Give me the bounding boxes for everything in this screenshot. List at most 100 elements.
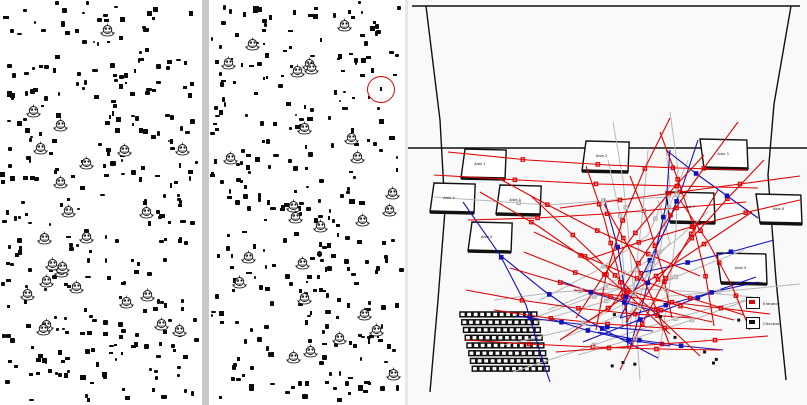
agent-sprite[interactable] [223, 151, 238, 165]
trajectory-node-marker[interactable] [592, 294, 597, 299]
trajectory-node-marker[interactable] [718, 305, 724, 311]
trajectory-node-marker[interactable] [545, 202, 550, 208]
grid-cell[interactable] [494, 350, 501, 357]
agent-sprite[interactable] [32, 141, 48, 155]
legend-item-checkout[interactable]: Checkout [746, 317, 781, 329]
trajectory-node-marker[interactable] [674, 183, 680, 189]
trajectory-node-marker[interactable] [636, 240, 642, 245]
grid-cell[interactable] [521, 357, 529, 365]
trajectory-node-marker[interactable] [737, 181, 743, 187]
trajectory-node-marker[interactable] [604, 324, 610, 330]
grid-cell[interactable] [478, 365, 485, 372]
trajectory-node-marker[interactable] [633, 267, 639, 273]
grid-cell[interactable] [472, 342, 480, 349]
trajectory-node-marker[interactable] [674, 192, 680, 198]
trajectory-node-marker[interactable] [570, 232, 576, 238]
agent-sprite[interactable] [304, 61, 320, 75]
agent-sprite[interactable] [26, 104, 42, 118]
agent-sprite[interactable] [382, 203, 397, 217]
grid-cell[interactable] [497, 365, 505, 372]
trajectory-node-marker[interactable] [512, 177, 518, 183]
trajectory-node-marker[interactable] [663, 302, 669, 308]
grid-cell[interactable] [530, 365, 537, 372]
trajectory-node-marker[interactable] [604, 298, 609, 304]
agent-sprite[interactable] [313, 219, 328, 233]
grid-cell[interactable] [484, 365, 492, 372]
trajectory-node-marker[interactable] [617, 213, 623, 219]
trajectory-node-marker[interactable] [678, 343, 684, 349]
trajectory-node-marker[interactable] [724, 193, 730, 199]
agent-sprite[interactable] [285, 199, 301, 213]
grid-cell[interactable] [468, 350, 475, 357]
grid-cell[interactable] [465, 311, 473, 318]
trajectory-node-marker[interactable] [601, 198, 606, 204]
grid-cell[interactable] [478, 311, 486, 318]
agent-sprite[interactable] [53, 118, 69, 132]
agent-sprite[interactable] [241, 250, 257, 264]
trajectory-node-marker[interactable] [615, 244, 621, 250]
agent-sprite[interactable] [344, 131, 360, 145]
trajectory-node-marker[interactable] [548, 316, 554, 321]
trajectory-node-marker[interactable] [691, 224, 697, 230]
agent-sprite[interactable] [384, 186, 400, 200]
trajectory-node-marker[interactable] [670, 165, 676, 171]
trajectory-node-marker[interactable] [623, 294, 629, 300]
trajectory-node-marker[interactable] [591, 342, 597, 348]
trajectory-node-marker[interactable] [634, 276, 640, 281]
trajectory-node-marker[interactable] [618, 280, 623, 285]
grid-cell[interactable] [462, 326, 470, 334]
trajectory-node-marker[interactable] [743, 210, 749, 215]
agent-sprite[interactable] [296, 291, 312, 305]
endpoint-marker[interactable] [659, 315, 662, 319]
grid-cell[interactable] [459, 311, 467, 318]
endpoint-marker[interactable] [621, 361, 625, 364]
trajectory-node-marker[interactable] [689, 235, 695, 241]
trajectory-node-marker[interactable] [733, 293, 739, 299]
agent-sprite[interactable] [55, 260, 71, 274]
trajectory-node-marker[interactable] [709, 290, 714, 295]
trajectory-node-marker[interactable] [535, 215, 540, 221]
grid-cell[interactable] [530, 311, 538, 318]
trajectory-node-marker[interactable] [669, 299, 675, 305]
trajectory-node-marker[interactable] [674, 199, 679, 204]
grid-cell[interactable] [480, 319, 488, 326]
agent-sprite[interactable] [220, 56, 236, 70]
agent-sprite[interactable] [369, 323, 384, 337]
agent-sprite[interactable] [139, 288, 155, 302]
grid-cell[interactable] [536, 365, 544, 372]
trajectory-node-marker[interactable] [654, 346, 659, 352]
trajectory-node-marker[interactable] [620, 218, 626, 223]
trajectory-node-marker[interactable] [685, 260, 690, 265]
agent-sprite[interactable] [119, 295, 135, 309]
grid-cell[interactable] [485, 342, 493, 349]
grid-cell[interactable] [508, 357, 516, 365]
grid-cell[interactable] [490, 334, 498, 341]
grid-cell[interactable] [497, 334, 504, 341]
endpoint-marker[interactable] [673, 335, 677, 339]
trajectory-node-marker[interactable] [559, 319, 564, 325]
grid-cell[interactable] [528, 357, 536, 365]
trajectory-node-marker[interactable] [621, 235, 626, 241]
agent-sprite[interactable] [20, 287, 35, 301]
grid-cell[interactable] [498, 311, 506, 318]
trajectory-node-marker[interactable] [596, 201, 602, 207]
trajectory-node-marker[interactable] [657, 249, 662, 255]
grid-cell[interactable] [511, 311, 519, 318]
trajectory-node-marker[interactable] [653, 273, 659, 279]
trajectory-node-marker[interactable] [639, 321, 645, 327]
trajectory-node-marker[interactable] [605, 305, 611, 311]
trajectory-node-marker[interactable] [716, 289, 721, 295]
grid-cell[interactable] [506, 319, 514, 326]
agent-sprite[interactable] [53, 175, 68, 189]
trajectory-node-marker[interactable] [516, 200, 522, 206]
grid-cell[interactable] [521, 326, 529, 334]
agent-sprite[interactable] [231, 275, 247, 289]
trajectory-node-marker[interactable] [701, 166, 707, 171]
grid-cell[interactable] [471, 365, 479, 372]
grid-cell[interactable] [476, 357, 484, 365]
grid-cell[interactable] [504, 365, 511, 372]
trajectory-node-marker[interactable] [577, 288, 583, 294]
grid-cell[interactable] [495, 357, 503, 365]
agent-sprite[interactable] [68, 280, 84, 294]
endpoint-marker[interactable] [703, 350, 707, 354]
